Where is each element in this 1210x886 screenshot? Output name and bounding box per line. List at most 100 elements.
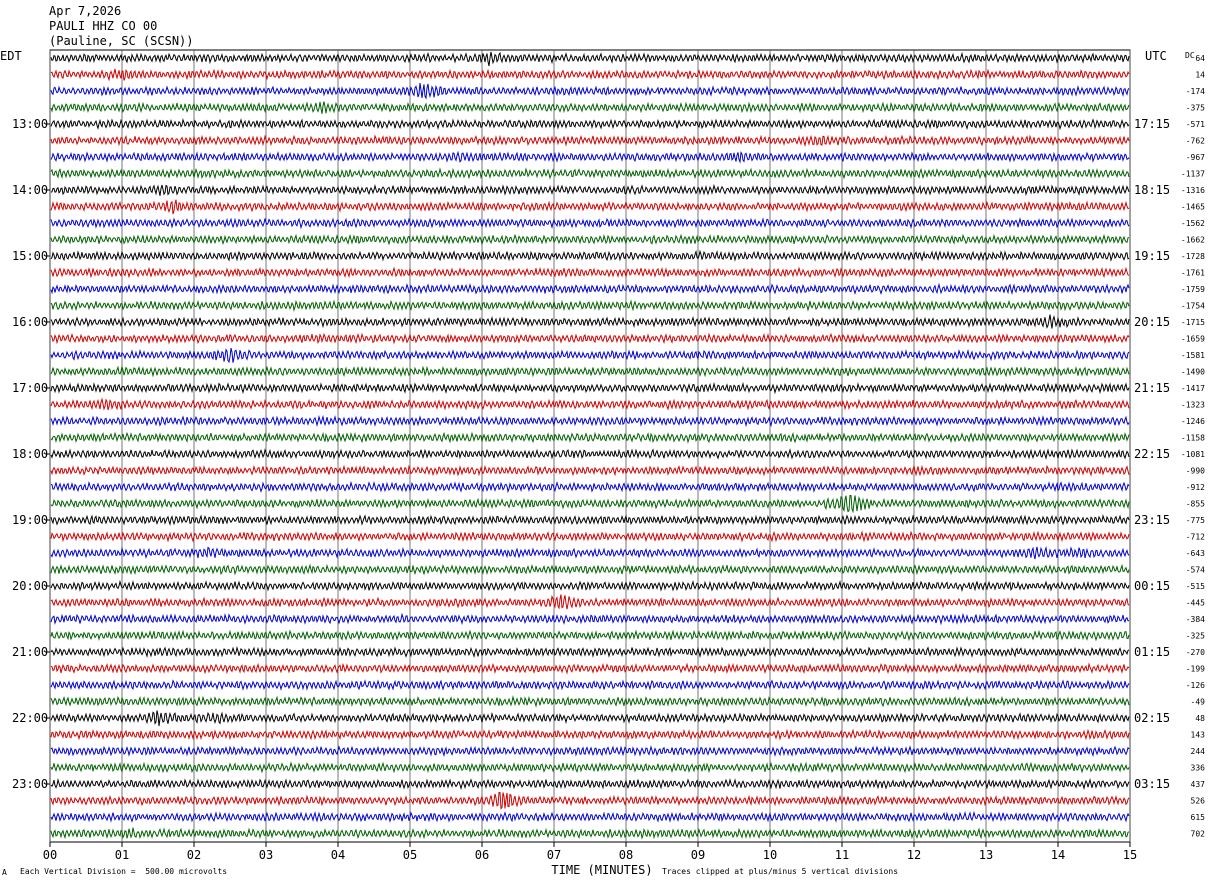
left-hour-label: 16:00 [12, 315, 48, 329]
axis-labels: 00 01 02 03 04 05 06 07 08 09 10 11 12 13 14 15 TIME (MI… [0, 49, 1205, 877]
dc-offset-label: -1137 [1181, 170, 1205, 179]
seismic-trace [50, 217, 1130, 230]
dc-offset-label: -384 [1186, 615, 1205, 624]
dc-offset-label: -445 [1186, 599, 1205, 608]
dc-offset-label: -643 [1186, 549, 1205, 558]
x-tick-label: 14 [1051, 848, 1065, 862]
right-hour-label: 20:15 [1134, 315, 1170, 329]
dc-offset-label: -855 [1186, 500, 1205, 509]
seismic-trace [50, 183, 1130, 197]
x-tick-label: 02 [187, 848, 201, 862]
x-axis-label: TIME (MINUTES) [551, 863, 652, 877]
dc-offset-label: -375 [1186, 104, 1205, 113]
seismic-trace [50, 448, 1130, 460]
dc-offset-label: -1581 [1181, 351, 1205, 360]
seismic-trace [50, 594, 1130, 610]
seismic-trace [50, 728, 1130, 741]
x-tick-label: 10 [763, 848, 777, 862]
seismic-trace [50, 118, 1130, 131]
seismic-trace [50, 332, 1130, 345]
dc-offset-label: -174 [1186, 87, 1205, 96]
dc-offset-label: -990 [1186, 467, 1205, 476]
dc-offset-label: -270 [1186, 648, 1205, 657]
right-hour-label: 18:15 [1134, 183, 1170, 197]
seismic-trace [50, 745, 1130, 758]
seismic-trace [50, 530, 1130, 543]
dc-offset-label: -1715 [1181, 318, 1205, 327]
dc-offset-label: -1490 [1181, 368, 1205, 377]
dc-offset-label: 526 [1191, 797, 1206, 806]
seismic-trace [50, 431, 1130, 444]
seismic-trace [50, 612, 1129, 626]
clip-note: Traces clipped at plus/minus 5 vertical … [662, 867, 899, 876]
left-hour-label: 23:00 [12, 777, 48, 791]
dc-offset-label: -1659 [1181, 335, 1205, 344]
seismic-trace [50, 134, 1130, 148]
right-hour-label: 21:15 [1134, 381, 1170, 395]
dc-offset-label: -1761 [1181, 269, 1205, 278]
seismic-trace [50, 68, 1130, 82]
seismic-trace [50, 480, 1130, 494]
seismic-trace [50, 495, 1130, 514]
x-tick-label: 09 [691, 848, 705, 862]
seismic-trace [50, 51, 1130, 67]
seismic-trace [50, 266, 1130, 279]
x-tick-label: 13 [979, 848, 993, 862]
right-hour-label: 03:15 [1134, 777, 1170, 791]
seismic-trace [50, 579, 1130, 593]
seismic-trace [50, 827, 1130, 840]
dc-offset-label: -1323 [1181, 401, 1205, 410]
x-tick-label: 04 [331, 848, 345, 862]
seismic-trace [50, 629, 1130, 642]
left-hour-label: 15:00 [12, 249, 48, 263]
right-hour-label: 22:15 [1134, 447, 1170, 461]
left-hour-label: 22:00 [12, 711, 48, 725]
x-tick-label: 08 [619, 848, 633, 862]
x-tick-label: 06 [475, 848, 489, 862]
dc-label: DC [1185, 51, 1195, 60]
seismic-trace [50, 101, 1130, 114]
dc-offset-label: -1662 [1181, 236, 1205, 245]
dc-offset-label: -199 [1186, 665, 1205, 674]
dc-offset-label: 244 [1191, 747, 1206, 756]
seismic-trace [50, 397, 1130, 411]
dc-offset-label: -1728 [1181, 252, 1205, 261]
dc-offset-label: -1417 [1181, 384, 1205, 393]
dc-offset-label: 143 [1191, 731, 1206, 740]
right-hour-label: 02:15 [1134, 711, 1170, 725]
x-tick-label: 05 [403, 848, 417, 862]
dc-offset-label: -126 [1186, 681, 1205, 690]
dc-offset-label: 336 [1191, 764, 1206, 773]
dc-offset-label: -1158 [1181, 434, 1205, 443]
dc-offset-label: 615 [1191, 813, 1206, 822]
date-label: Apr 7,2026 [49, 4, 122, 18]
dc-offset-label: -571 [1186, 120, 1205, 129]
left-hour-label: 13:00 [12, 117, 48, 131]
dc-offset-label: -967 [1186, 153, 1205, 162]
right-hour-label: 19:15 [1134, 249, 1170, 263]
scale-note: Each Vertical Division = 500.00 microvol… [20, 867, 228, 876]
dc-offset-label: -574 [1186, 566, 1205, 575]
seismic-trace [50, 545, 1130, 560]
plot-grid [45, 49, 1131, 847]
seismic-trace [50, 645, 1130, 659]
seismic-trace [50, 513, 1130, 527]
dc-offset-label: -49 [1191, 698, 1206, 707]
dc-offset-label: 702 [1191, 830, 1206, 839]
x-tick-label: 00 [43, 848, 57, 862]
left-hour-label: 17:00 [12, 381, 48, 395]
dc-offset-label: 48 [1195, 714, 1205, 723]
seismic-trace [50, 792, 1130, 810]
seismic-trace [50, 233, 1130, 246]
x-tick-label: 12 [907, 848, 921, 862]
x-tick-label: 11 [835, 848, 849, 862]
seismic-trace [50, 167, 1130, 180]
station-label: PAULI HHZ CO 00 [49, 19, 158, 33]
x-tick-label: 07 [547, 848, 561, 862]
location-label: (Pauline, SC (SCSN)) [49, 34, 194, 48]
left-hour-label: 18:00 [12, 447, 48, 461]
left-hour-label: 14:00 [12, 183, 48, 197]
dc-offset-label: -1562 [1181, 219, 1205, 228]
x-tick-label: 01 [115, 848, 129, 862]
